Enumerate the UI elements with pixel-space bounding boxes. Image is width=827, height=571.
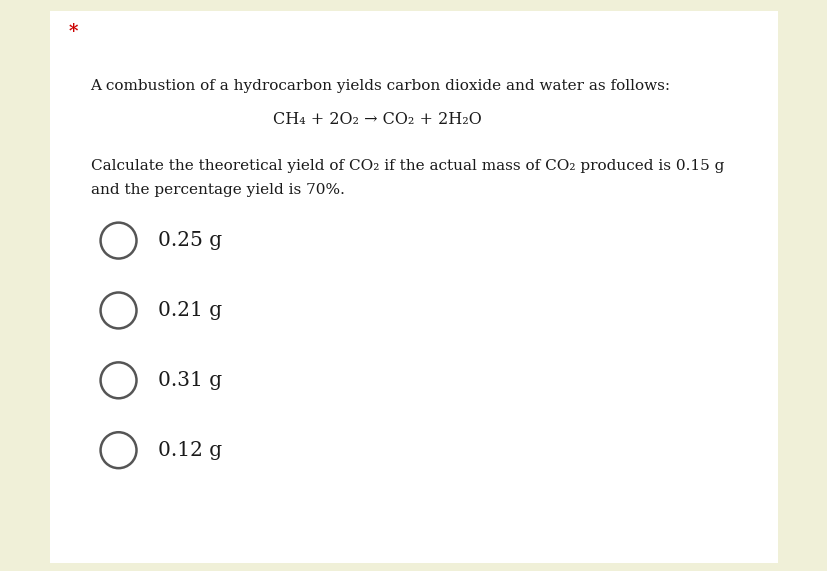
Text: CH₄ + 2O₂ → CO₂ + 2H₂O: CH₄ + 2O₂ → CO₂ + 2H₂O [273,111,481,128]
Text: A combustion of a hydrocarbon yields carbon dioxide and water as follows:: A combustion of a hydrocarbon yields car… [90,79,670,93]
Text: 0.21 g: 0.21 g [158,301,222,320]
Text: 0.25 g: 0.25 g [158,231,222,250]
Text: 0.12 g: 0.12 g [158,441,222,460]
Text: Calculate the theoretical yield of CO₂ if the actual mass of CO₂ produced is 0.1: Calculate the theoretical yield of CO₂ i… [90,159,723,173]
Text: *: * [69,23,78,41]
Text: and the percentage yield is 70%.: and the percentage yield is 70%. [90,183,344,196]
Text: 0.31 g: 0.31 g [158,371,222,390]
